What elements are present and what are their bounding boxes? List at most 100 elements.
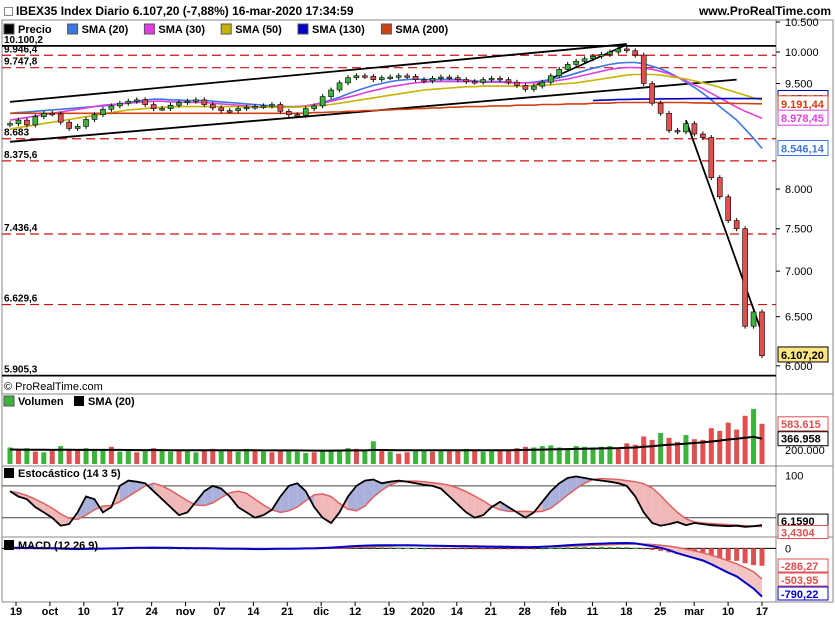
volume-bar-down [632,444,638,464]
legend-label: SMA (130) [312,24,365,36]
volume-bar-down [176,449,182,464]
candle-up [531,85,537,90]
x-tick-label: mar [684,606,705,618]
watermark: © ProRealTime.com [4,381,103,393]
sma20-line [9,61,763,150]
macd-histogram-bar [658,548,664,551]
volume-bar-up [125,450,131,464]
volume-bar-up [58,446,64,464]
volume-bar-up [607,446,613,464]
candle-up [615,48,622,53]
macd-badge-label: -286,27 [781,561,818,573]
macd-histogram-bar [421,548,427,550]
macd-histogram-bar [514,548,520,550]
macd-histogram-bar [15,548,21,550]
volume-bar-up [531,447,537,464]
stochastic-fill [18,492,27,500]
candle-up [345,77,351,84]
legend-label: SMA (50) [235,24,282,36]
volume-bar-down [210,448,216,464]
price-tick-label: 6.000 [785,361,813,373]
stochastic-fill [314,493,323,518]
macd-title: MACD (12 26 9) [18,540,98,552]
candle-up [590,55,596,60]
volume-bar-down [311,452,317,464]
stochastic-fill [669,504,678,525]
stochastic-fill [685,518,695,526]
candle-down [370,76,377,80]
macd-histogram-bar [649,548,655,550]
legend-label: SMA (30) [158,24,205,36]
volume-bar-down [649,439,655,464]
macd-histogram-bar [531,548,537,550]
chart-frame [1,19,834,603]
candle-down [649,83,655,104]
volume-tick-label: 200.000 [785,445,825,457]
macd-histogram-bar [480,548,486,550]
stochastic-badge [777,525,829,540]
x-tick-label: 14 [247,606,260,618]
candle-down [514,81,520,86]
volume-bar-up [235,451,241,464]
macd-badge [777,572,829,587]
legend-label: Precio [18,24,52,36]
volume-bar-down [514,448,520,464]
stochastic-fill [567,476,577,495]
candle-down [522,85,529,90]
x-tick-label: 24 [146,606,159,618]
volume-badge [777,431,829,447]
price-tick-label: 8.000 [785,184,813,196]
x-tick-label: 10 [78,606,90,618]
stochastic-fill [483,500,492,516]
crash-trend-line [685,119,763,334]
price-tick-label: 9.500 [785,78,813,90]
x-tick-label: 25 [654,606,666,618]
candle-down [24,119,30,126]
support-level-label: 7.436,4 [4,223,38,234]
stochastic-fill [364,479,374,507]
x-tick-label: 17 [112,606,124,618]
candle-down [725,196,732,221]
channel-upper-line [9,43,627,103]
candle-down [150,104,157,109]
volume-bar-up [303,452,309,464]
stochastic-fill [356,480,365,511]
volume-bar-up [286,450,292,464]
candle-down [142,99,148,105]
volume-bar-down [151,448,157,464]
candle-down [404,75,410,78]
candle-up [302,108,309,116]
volume-bar-down [759,423,765,464]
price-tick-label: 6.500 [785,312,813,324]
candle-down [446,76,453,79]
macd-histogram-bar [387,547,393,549]
stochastic-fill [280,485,289,513]
candle-up [353,75,360,79]
macd-histogram-bar [370,547,376,549]
volume-bar-up [345,448,351,464]
candle-up [607,51,613,55]
x-tick-label: 2020 [411,606,435,618]
macd-badge-label: -790,22 [781,589,818,601]
volume-bar-up [548,445,554,464]
macd-histogram-bar [404,547,410,549]
volume-bar-up [24,448,30,464]
legend-label: SMA (20) [82,24,129,36]
candle-down [505,79,512,83]
macd-histogram-bar [429,548,435,550]
volume-bar-up [83,448,89,464]
legend-swatch [4,540,14,550]
candle-up [74,126,81,129]
volume-bar-up [328,449,334,464]
volume-bar-down [353,448,359,464]
candle-up [311,105,317,109]
macd-signal-line [9,543,763,580]
sma200-line [10,101,763,115]
candle-down [657,102,664,114]
stochastic-fill [466,491,475,518]
volume-bar-up [184,450,190,464]
volume-bar-up [565,448,571,464]
volume-bar-down [455,450,461,464]
macd-histogram-bar [379,547,385,549]
